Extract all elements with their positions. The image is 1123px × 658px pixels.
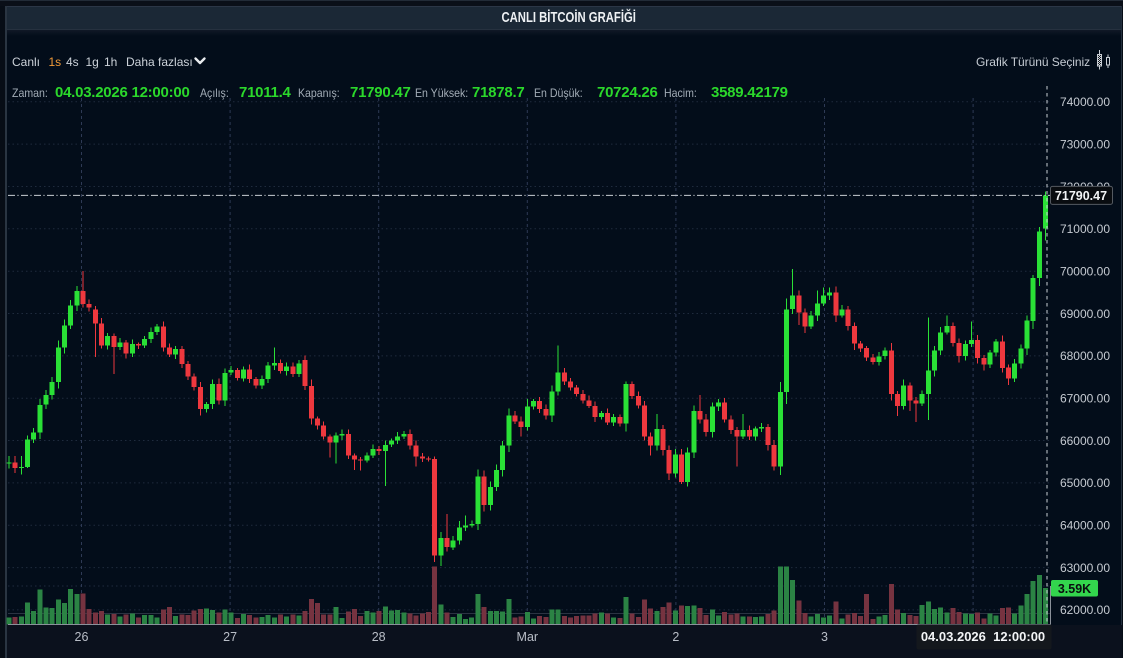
svg-text:73000.00: 73000.00 bbox=[1060, 137, 1110, 151]
svg-text:71000.00: 71000.00 bbox=[1060, 222, 1110, 236]
svg-text:26: 26 bbox=[75, 630, 89, 644]
svg-text:27: 27 bbox=[223, 630, 237, 644]
svg-text:64000.00: 64000.00 bbox=[1060, 519, 1110, 533]
svg-text:04.03.2026 12:00:00: 04.03.2026 12:00:00 bbox=[921, 629, 1045, 644]
svg-text:66000.00: 66000.00 bbox=[1060, 434, 1110, 448]
svg-text:74000.00: 74000.00 bbox=[1060, 95, 1110, 109]
svg-text:70000.00: 70000.00 bbox=[1060, 265, 1110, 279]
svg-text:68000.00: 68000.00 bbox=[1060, 349, 1110, 363]
svg-text:2: 2 bbox=[672, 630, 679, 644]
svg-text:65000.00: 65000.00 bbox=[1060, 476, 1110, 490]
svg-text:67000.00: 67000.00 bbox=[1060, 392, 1110, 406]
svg-text:Mar: Mar bbox=[517, 630, 539, 644]
svg-text:62000.00: 62000.00 bbox=[1060, 603, 1110, 617]
svg-text:3.59K: 3.59K bbox=[1058, 582, 1091, 596]
svg-text:28: 28 bbox=[372, 630, 386, 644]
svg-text:3: 3 bbox=[821, 630, 828, 644]
svg-text:63000.00: 63000.00 bbox=[1060, 561, 1110, 575]
svg-text:71790.47: 71790.47 bbox=[1055, 189, 1107, 203]
svg-text:69000.00: 69000.00 bbox=[1060, 307, 1110, 321]
